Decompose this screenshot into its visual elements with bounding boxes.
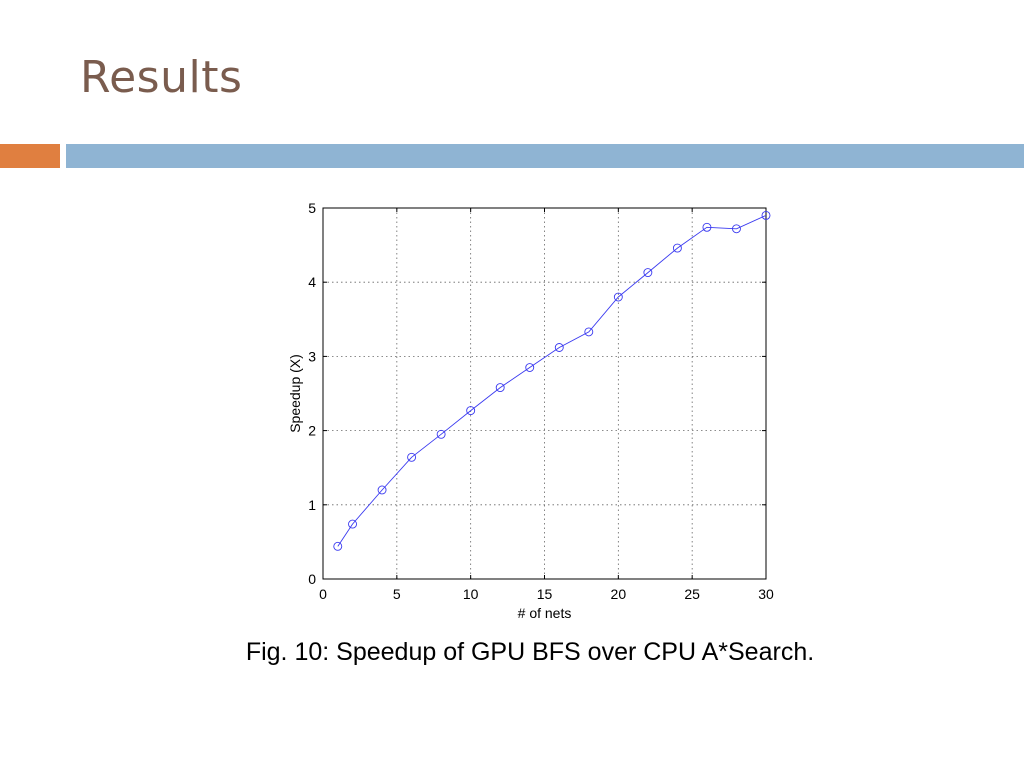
grid-layer [323, 208, 766, 579]
x-tick-label: 25 [684, 586, 700, 602]
data-point [584, 327, 594, 337]
slide-title: Results [80, 52, 243, 103]
figure-caption: Fig. 10: Speedup of GPU BFS over CPU A*S… [245, 638, 815, 666]
x-tick-label: 0 [319, 586, 327, 602]
data-point [761, 210, 771, 220]
x-tick-label: 20 [611, 586, 627, 602]
data-point [348, 519, 357, 529]
x-axis-label: # of nets [518, 605, 572, 621]
header-accent-bar [0, 144, 60, 168]
data-point [333, 541, 343, 551]
y-tick-label: 4 [308, 274, 316, 290]
data-point [407, 452, 417, 462]
data-point [466, 406, 476, 416]
data-point [613, 292, 623, 302]
y-tick-label: 3 [308, 348, 316, 364]
data-point [436, 429, 446, 439]
data-point [554, 343, 564, 352]
header-divider-bar [66, 144, 1024, 168]
data-point [643, 268, 653, 278]
x-tick-label: 15 [537, 586, 553, 602]
series-line [337, 214, 767, 547]
x-tick-label: 5 [393, 586, 401, 602]
x-tick-label: 30 [758, 586, 774, 602]
y-tick-label: 2 [308, 423, 316, 439]
series-layer [333, 210, 771, 551]
y-axis-label: Speedup (X) [287, 354, 303, 433]
y-tick-label: 1 [308, 497, 316, 513]
data-point [672, 243, 682, 253]
x-tick-label: 10 [463, 586, 479, 602]
data-point [702, 222, 712, 232]
tick-layer: 0 5 10 15 20 25 30 0 1 2 3 4 5 [308, 200, 774, 602]
data-point [525, 363, 535, 372]
data-point [377, 485, 387, 495]
y-tick-label: 0 [308, 571, 316, 587]
data-point [732, 224, 741, 234]
y-tick-label: 5 [308, 200, 316, 216]
data-point [495, 383, 505, 393]
